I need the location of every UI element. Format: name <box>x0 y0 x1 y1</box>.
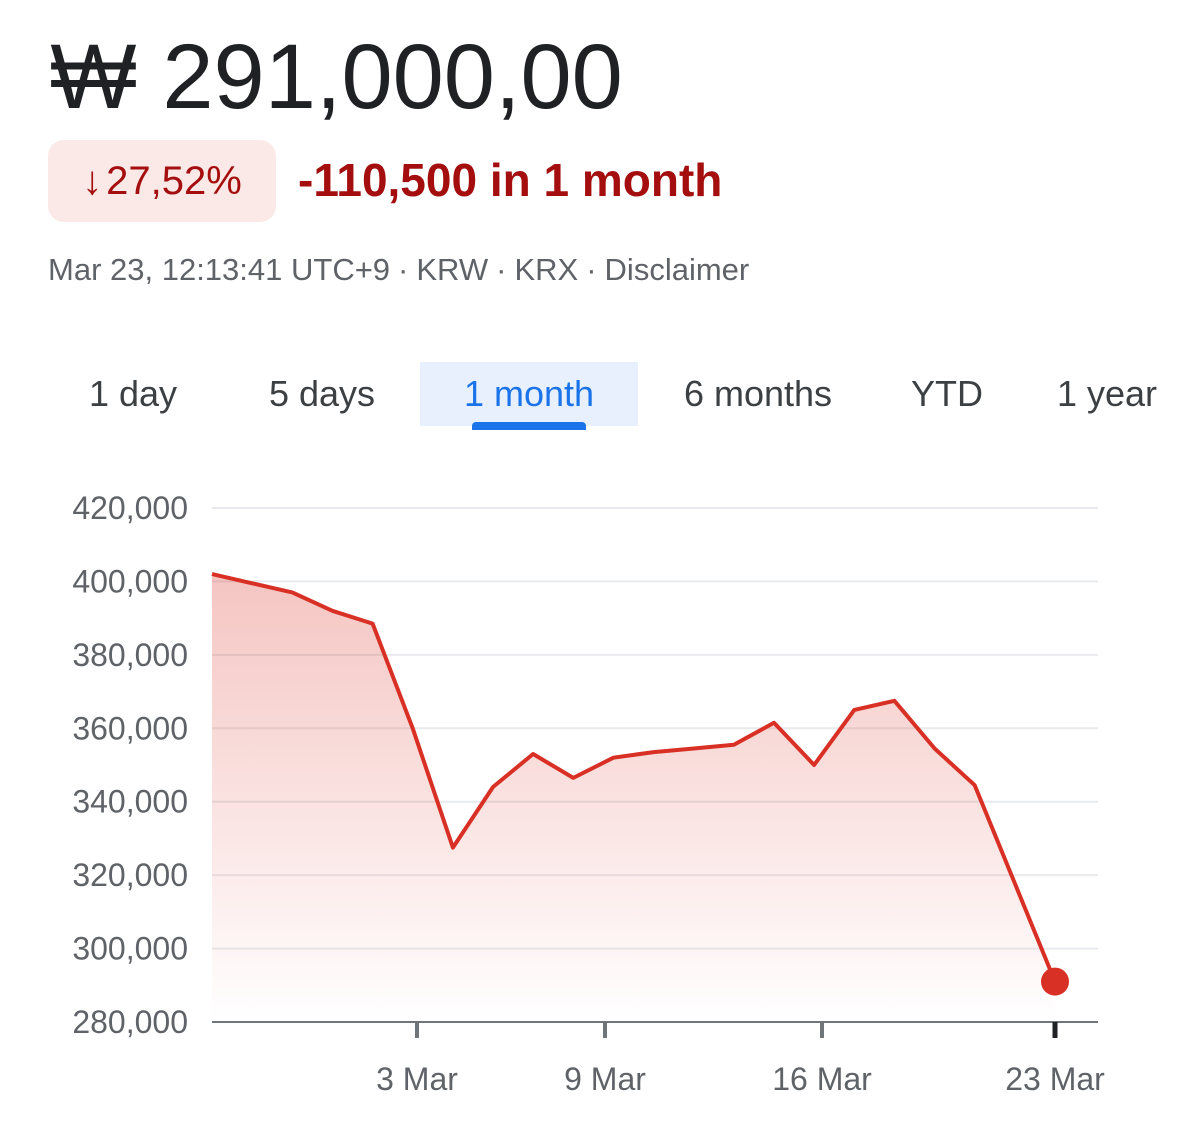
y-tick-label: 280,000 <box>72 1004 188 1040</box>
quote-currency: KRW <box>416 252 489 287</box>
data-point <box>330 609 334 613</box>
data-point <box>692 746 696 750</box>
x-tick-label: 3 Mar <box>376 1061 458 1097</box>
down-arrow-icon: ↓ <box>82 158 103 203</box>
data-point <box>491 785 495 789</box>
change-amount: -110,500 in 1 month <box>298 154 723 206</box>
y-tick-label: 300,000 <box>72 931 188 967</box>
y-tick-label: 380,000 <box>72 637 188 673</box>
data-point <box>210 572 214 576</box>
data-point <box>611 756 615 760</box>
quote-timestamp: Mar 23, 12:13:41 UTC+9 <box>48 252 391 287</box>
tab-6-months[interactable]: 6 months <box>683 373 833 414</box>
y-tick-label: 340,000 <box>72 784 188 820</box>
time-range-tabs: 1 day 5 days 1 month 6 months YTD 1 year <box>0 362 1179 430</box>
price-area-fill <box>212 574 1055 1022</box>
tab-1-month[interactable]: 1 month <box>420 362 638 430</box>
data-point <box>571 776 575 780</box>
price-line <box>211 572 1057 983</box>
data-point <box>531 752 535 756</box>
current-price-marker[interactable] <box>1041 967 1069 996</box>
data-point <box>812 763 816 767</box>
data-point <box>652 750 656 754</box>
data-point <box>852 708 856 712</box>
tab-5-days[interactable]: 5 days <box>268 373 376 414</box>
change-percent-badge: ↓ 27,52% <box>48 140 276 222</box>
y-tick-label: 360,000 <box>72 710 188 746</box>
y-tick-label: 420,000 <box>72 490 188 526</box>
y-tick-label: 320,000 <box>72 857 188 893</box>
disclaimer-link[interactable]: Disclaimer <box>604 252 750 287</box>
data-point <box>892 699 896 703</box>
data-point <box>772 721 776 725</box>
data-point <box>411 726 415 730</box>
data-point <box>371 622 375 626</box>
x-tick-label: 9 Mar <box>564 1061 646 1097</box>
data-point <box>732 743 736 747</box>
y-axis-labels: 420,000 400,000 380,000 360,000 340,000 320,0… <box>72 490 188 1040</box>
change-percent: 27,52% <box>106 158 242 203</box>
quote-exchange: KRX <box>514 252 579 287</box>
y-tick-label: 400,000 <box>72 563 188 599</box>
x-axis-ticks: 3 Mar 9 Mar 16 Mar 23 Mar <box>376 1022 1105 1097</box>
data-point <box>451 846 455 850</box>
data-point <box>290 590 294 594</box>
x-tick-label: 23 Mar <box>1005 1061 1105 1097</box>
data-point <box>973 783 977 787</box>
x-tick-label: 16 Mar <box>772 1061 872 1097</box>
tab-ytd[interactable]: YTD <box>911 373 983 414</box>
tab-1-year[interactable]: 1 year <box>1056 373 1158 414</box>
meta-separator: · <box>496 252 507 287</box>
tab-1-day[interactable]: 1 day <box>88 373 178 414</box>
meta-separator: · <box>586 252 597 287</box>
quote-metadata: Mar 23, 12:13:41 UTC+9 · KRW · KRX · Disclaime… <box>48 250 749 290</box>
data-point <box>250 581 254 585</box>
meta-separator: · <box>398 252 409 287</box>
data-point <box>933 746 937 750</box>
current-price: ₩ 291,000,00 <box>50 26 623 128</box>
